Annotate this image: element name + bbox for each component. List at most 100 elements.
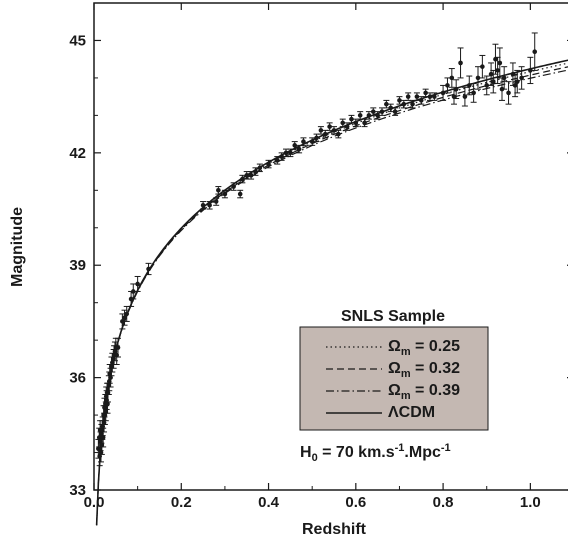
point-marker bbox=[462, 94, 468, 99]
point-marker bbox=[200, 202, 206, 208]
data-point bbox=[374, 111, 381, 120]
point-marker bbox=[466, 83, 472, 88]
point-marker bbox=[449, 75, 455, 81]
annotation-h-sub: 0 bbox=[312, 452, 318, 464]
data-point bbox=[145, 262, 152, 276]
data-point bbox=[256, 163, 263, 173]
point-marker bbox=[231, 184, 236, 189]
point-marker bbox=[493, 56, 498, 62]
point-marker bbox=[445, 83, 450, 88]
point-marker bbox=[506, 90, 511, 96]
point-marker bbox=[135, 281, 140, 287]
data-point bbox=[348, 114, 355, 124]
data-point bbox=[387, 103, 394, 113]
point-marker bbox=[484, 83, 490, 88]
point-marker bbox=[405, 94, 411, 99]
data-point bbox=[383, 99, 390, 109]
legend-label-main: ΛCDM bbox=[388, 404, 435, 421]
data-point bbox=[492, 43, 499, 75]
point-marker bbox=[458, 60, 463, 66]
data-point bbox=[357, 111, 364, 120]
data-point bbox=[501, 66, 508, 90]
point-marker bbox=[309, 139, 315, 144]
point-marker bbox=[237, 191, 243, 197]
point-marker bbox=[490, 79, 496, 84]
axes: 0.0 0.2 0.4 0.6 0.8 1.0 33 36 39 42 45 bbox=[69, 2, 568, 511]
point-marker bbox=[216, 188, 221, 193]
data-point bbox=[418, 96, 425, 105]
legend-entry: ΛCDM bbox=[326, 404, 435, 421]
data-point bbox=[365, 111, 372, 120]
y-tick-label: 36 bbox=[69, 370, 86, 387]
point-marker bbox=[357, 113, 363, 118]
y-tick-label: 45 bbox=[69, 32, 86, 49]
data-point bbox=[248, 171, 255, 180]
annotation-h: H bbox=[300, 444, 312, 461]
point-marker bbox=[440, 90, 446, 96]
data-point bbox=[331, 126, 337, 135]
data-point bbox=[326, 122, 333, 131]
point-marker bbox=[274, 158, 280, 163]
data-point bbox=[453, 79, 460, 100]
point-marker bbox=[283, 150, 289, 156]
data-point bbox=[252, 167, 259, 176]
point-marker bbox=[451, 94, 457, 99]
point-marker bbox=[453, 86, 459, 92]
annotation-sup2: -1 bbox=[441, 442, 451, 454]
x-tick-label: 0.2 bbox=[171, 494, 192, 511]
legend-label: Ωm = 0.25 bbox=[388, 338, 460, 358]
point-marker bbox=[257, 165, 263, 171]
hubble-constant-annotation: H0 = 70 km.s-1.Mpc-1 bbox=[300, 442, 451, 464]
data-point bbox=[431, 92, 438, 101]
data-point bbox=[339, 118, 346, 128]
point-marker bbox=[103, 409, 109, 414]
legend-entry: Ωm = 0.25 bbox=[326, 338, 460, 358]
data-point bbox=[221, 189, 228, 199]
data-point bbox=[130, 283, 137, 300]
data-point bbox=[413, 92, 420, 101]
y-axis-title: Magnitude bbox=[9, 207, 26, 287]
data-point bbox=[531, 32, 538, 71]
data-point bbox=[317, 126, 324, 135]
legend-label-sub: m bbox=[401, 368, 411, 380]
point-marker bbox=[353, 120, 359, 126]
data-point bbox=[237, 189, 244, 199]
point-marker bbox=[288, 150, 293, 156]
y-tick-label: 39 bbox=[69, 257, 86, 274]
point-marker bbox=[340, 120, 346, 126]
point-marker bbox=[222, 191, 228, 197]
point-marker bbox=[512, 83, 518, 88]
data-point bbox=[100, 427, 107, 448]
point-marker bbox=[318, 128, 324, 133]
point-marker bbox=[471, 90, 476, 96]
y-tick-label: 42 bbox=[69, 145, 86, 162]
point-marker bbox=[392, 109, 398, 114]
x-axis-title: Redshift bbox=[302, 521, 367, 538]
data-point bbox=[134, 275, 141, 292]
data-point bbox=[215, 186, 222, 195]
data-point bbox=[115, 337, 121, 358]
point-marker bbox=[427, 94, 433, 99]
legend-entry: Ωm = 0.39 bbox=[326, 382, 460, 402]
data-point bbox=[392, 107, 399, 116]
x-tick-label: 0.6 bbox=[345, 494, 366, 511]
point-marker bbox=[100, 435, 106, 440]
legend-label-main: Ω bbox=[388, 338, 401, 355]
legend-title: SNLS Sample bbox=[341, 308, 445, 325]
data-point bbox=[309, 137, 316, 146]
data-point bbox=[128, 290, 135, 307]
point-marker bbox=[501, 75, 507, 81]
data-point bbox=[470, 83, 477, 103]
point-marker bbox=[375, 113, 380, 118]
point-marker bbox=[213, 199, 219, 204]
point-marker bbox=[414, 94, 420, 99]
point-marker bbox=[384, 101, 389, 107]
point-marker bbox=[266, 161, 271, 167]
x-tick-label: 1.0 bbox=[520, 494, 541, 511]
point-marker bbox=[401, 101, 407, 107]
data-point bbox=[483, 75, 490, 96]
point-marker bbox=[488, 71, 494, 77]
data-point bbox=[444, 77, 451, 94]
